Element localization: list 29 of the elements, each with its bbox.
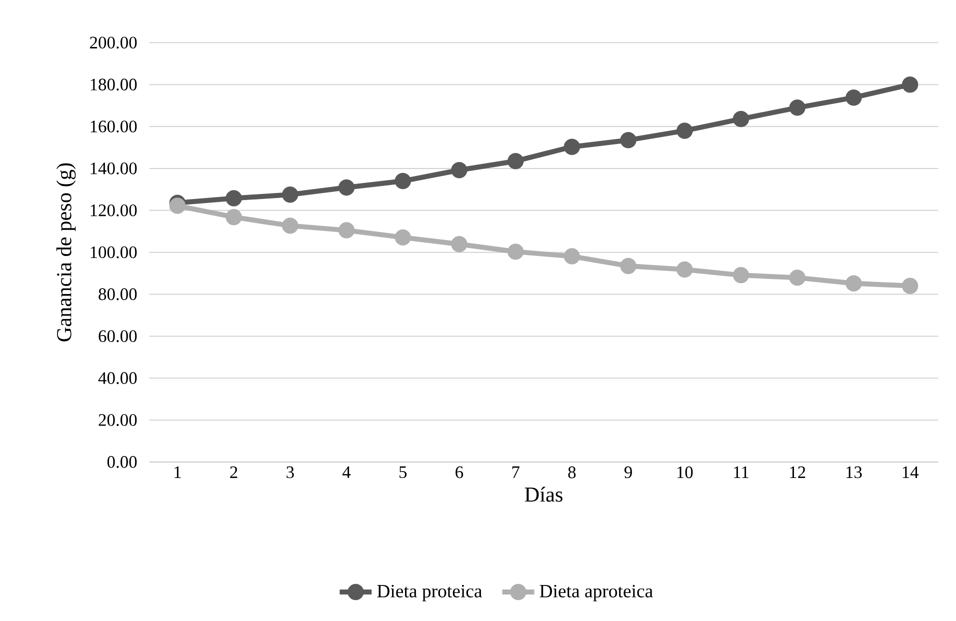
x-tick-label: 2 <box>230 466 238 478</box>
legend-label: Dieta proteica <box>377 584 482 602</box>
y-tick-label: 200.00 <box>90 36 137 49</box>
x-tick-label: 7 <box>512 466 520 478</box>
x-tick-label: 6 <box>456 466 464 478</box>
x-tick-label: 14 <box>902 466 919 478</box>
x-tick-label: 12 <box>790 466 806 478</box>
y-tick-label: 100.00 <box>90 246 137 258</box>
y-axis-title: Ganancia de peso (g) <box>56 163 76 342</box>
y-tick-label: 20.00 <box>98 414 137 426</box>
y-tick-label: 80.00 <box>98 288 137 300</box>
x-axis-title: Días <box>524 486 562 502</box>
x-tick-label: 10 <box>677 466 693 478</box>
y-tick-label: 160.00 <box>90 120 137 133</box>
x-tick-label: 8 <box>568 466 576 478</box>
x-tick-label: 4 <box>342 466 351 478</box>
y-tick-label: 180.00 <box>90 78 137 91</box>
x-tick-label: 1 <box>174 466 181 478</box>
y-tick-label: 60.00 <box>98 330 137 342</box>
y-tick-label: 140.00 <box>90 162 137 174</box>
y-tick-label: 40.00 <box>98 372 137 384</box>
y-tick-label: 0.00 <box>107 456 137 468</box>
x-tick-label: 11 <box>734 466 748 478</box>
x-tick-label: 3 <box>286 466 294 478</box>
legend-label: Dieta aproteica <box>540 584 653 602</box>
x-tick-label: 13 <box>846 466 862 478</box>
y-tick-label: 120.00 <box>90 204 137 216</box>
x-tick-label: 5 <box>400 466 407 478</box>
x-tick-label: 9 <box>624 466 632 478</box>
